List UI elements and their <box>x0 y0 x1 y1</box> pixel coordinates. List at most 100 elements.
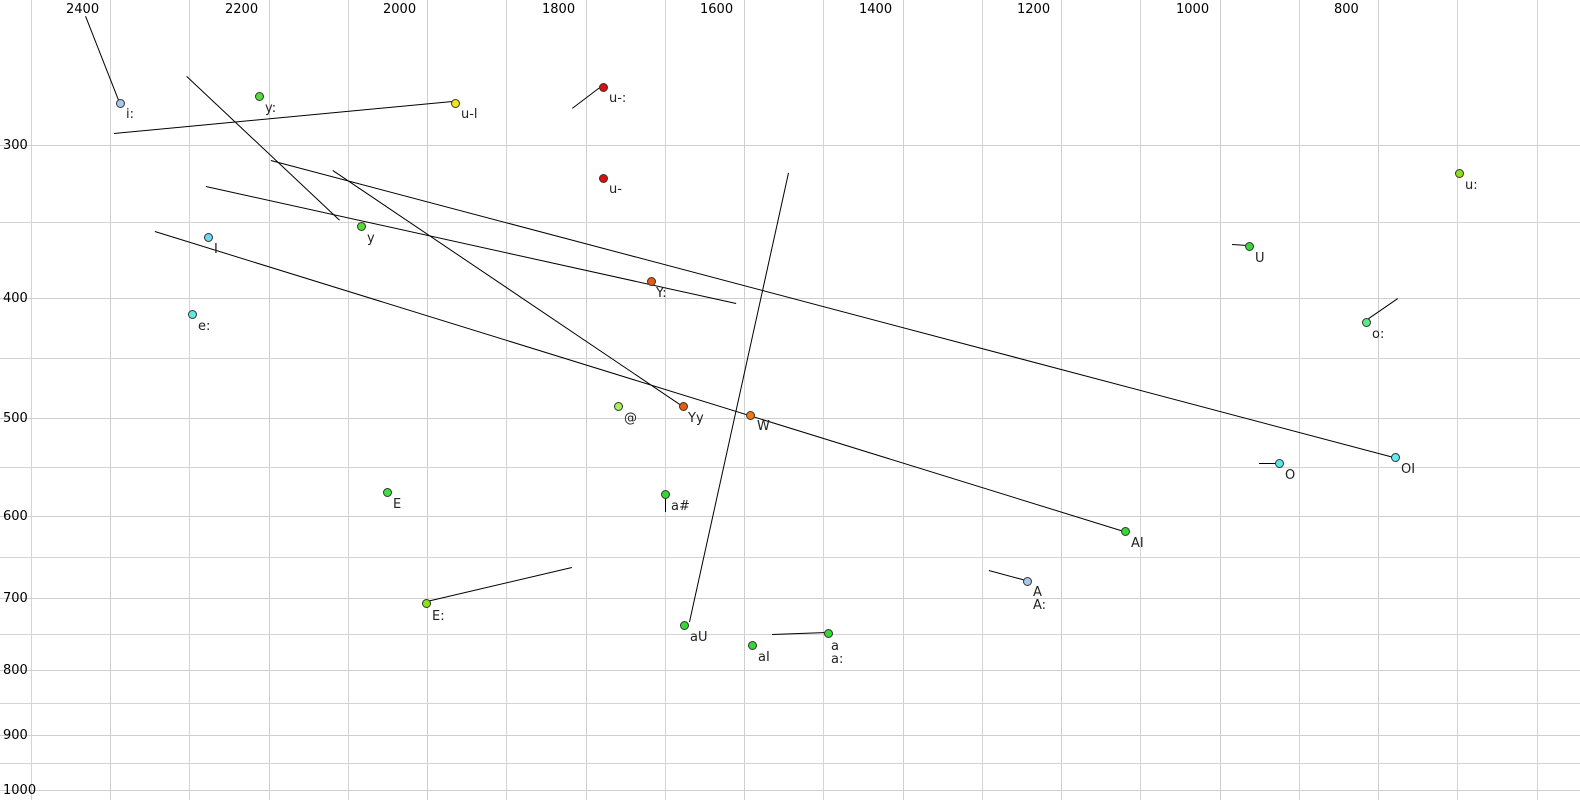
trajectory-line <box>270 160 1394 458</box>
gridline-vertical <box>110 0 111 800</box>
data-point[interactable] <box>1390 452 1400 462</box>
data-point-label: y: <box>265 101 277 116</box>
gridline-vertical <box>1299 0 1300 800</box>
data-point-label: Y: <box>656 286 667 301</box>
y-tick-label: 500 <box>3 411 28 426</box>
data-point[interactable] <box>747 640 757 650</box>
gridline-vertical <box>823 0 824 800</box>
x-tick-label: 2200 <box>225 2 259 17</box>
data-point[interactable] <box>203 232 213 242</box>
data-point[interactable] <box>1022 576 1032 586</box>
data-point-label: e: <box>198 319 211 334</box>
data-point-label: @ <box>624 411 637 426</box>
gridline-vertical <box>1457 0 1458 800</box>
data-point[interactable] <box>823 628 833 638</box>
x-tick-label: 1600 <box>700 2 734 17</box>
x-tick-label: 1000 <box>1176 2 1210 17</box>
data-point[interactable] <box>1454 168 1464 178</box>
trajectory-line <box>689 172 789 622</box>
data-point[interactable] <box>598 82 608 92</box>
gridline-vertical <box>665 0 666 800</box>
data-point[interactable] <box>115 98 125 108</box>
gridline-vertical <box>1140 0 1141 800</box>
gridline-horizontal <box>0 358 1580 359</box>
y-tick-label: 300 <box>3 138 28 153</box>
gridline-vertical <box>31 0 32 800</box>
data-point[interactable] <box>660 489 670 499</box>
gridline-vertical <box>427 0 428 800</box>
gridline-horizontal <box>0 790 1580 791</box>
data-point-label: a <box>831 639 839 654</box>
data-point[interactable] <box>254 91 264 101</box>
data-point[interactable] <box>382 487 392 497</box>
trajectory-line <box>1259 463 1279 464</box>
data-point[interactable] <box>646 276 656 286</box>
gridline-vertical <box>348 0 349 800</box>
data-point-label: E <box>393 497 402 512</box>
y-tick-label: 800 <box>3 663 28 678</box>
x-tick-label: 1800 <box>542 2 576 17</box>
gridline-vertical <box>586 0 587 800</box>
data-point-label: aI <box>758 650 770 665</box>
gridline-horizontal <box>0 763 1580 764</box>
data-point[interactable] <box>678 401 688 411</box>
y-tick-label: 700 <box>3 591 28 606</box>
data-point[interactable] <box>187 309 197 319</box>
data-point[interactable] <box>1120 526 1130 536</box>
data-point-label: A <box>1033 585 1042 600</box>
data-point[interactable] <box>598 173 608 183</box>
gridline-horizontal <box>0 598 1580 599</box>
x-tick-label: 2000 <box>383 2 417 17</box>
gridline-horizontal <box>0 557 1580 558</box>
data-point-label: I <box>214 242 218 257</box>
x-tick-label: 2400 <box>66 2 100 17</box>
gridline-horizontal <box>0 298 1580 299</box>
trajectory-line <box>154 231 1124 532</box>
data-point-label: u-l <box>461 107 478 122</box>
data-point-label: a: <box>831 652 844 667</box>
gridline-vertical <box>189 0 190 800</box>
data-point-label: AI <box>1131 536 1144 551</box>
data-point-label: Yy <box>688 411 704 426</box>
gridline-horizontal <box>0 418 1580 419</box>
trajectory-line <box>426 567 572 602</box>
gridline-vertical <box>1537 0 1538 800</box>
y-tick-label: 900 <box>3 728 28 743</box>
y-tick-label: 1000 <box>3 783 37 798</box>
gridline-vertical <box>1061 0 1062 800</box>
data-point[interactable] <box>1361 317 1371 327</box>
gridline-horizontal <box>0 670 1580 671</box>
data-point[interactable] <box>1274 458 1284 468</box>
data-point[interactable] <box>745 410 755 420</box>
trajectory-line <box>114 101 453 134</box>
gridline-horizontal <box>0 735 1580 736</box>
gridline-horizontal <box>0 222 1580 223</box>
data-point[interactable] <box>1244 241 1254 251</box>
data-point-label: o: <box>1372 327 1385 342</box>
data-point[interactable] <box>356 221 366 231</box>
data-point-label: A: <box>1033 598 1047 613</box>
data-point[interactable] <box>679 620 689 630</box>
data-point[interactable] <box>450 98 460 108</box>
trajectory-line <box>85 16 119 101</box>
data-point-label: i: <box>126 107 134 122</box>
data-point-label: a# <box>671 499 690 514</box>
data-point-label: W <box>757 419 770 434</box>
data-point-label: aU <box>690 630 708 645</box>
gridline-horizontal <box>0 634 1580 635</box>
data-point-label: u- <box>609 182 622 197</box>
gridline-vertical <box>982 0 983 800</box>
gridline-horizontal <box>0 516 1580 517</box>
data-point-label: u: <box>1465 178 1478 193</box>
gridline-horizontal <box>0 145 1580 146</box>
trajectory-line <box>988 570 1026 581</box>
y-tick-label: 600 <box>3 509 28 524</box>
data-point-label: E: <box>432 609 445 624</box>
x-tick-label: 1400 <box>859 2 893 17</box>
data-point[interactable] <box>421 598 431 608</box>
trajectory-line <box>1365 298 1398 321</box>
data-point-label: U <box>1255 251 1265 266</box>
data-point-label: O <box>1285 468 1296 483</box>
gridline-vertical <box>1378 0 1379 800</box>
data-point[interactable] <box>613 401 623 411</box>
